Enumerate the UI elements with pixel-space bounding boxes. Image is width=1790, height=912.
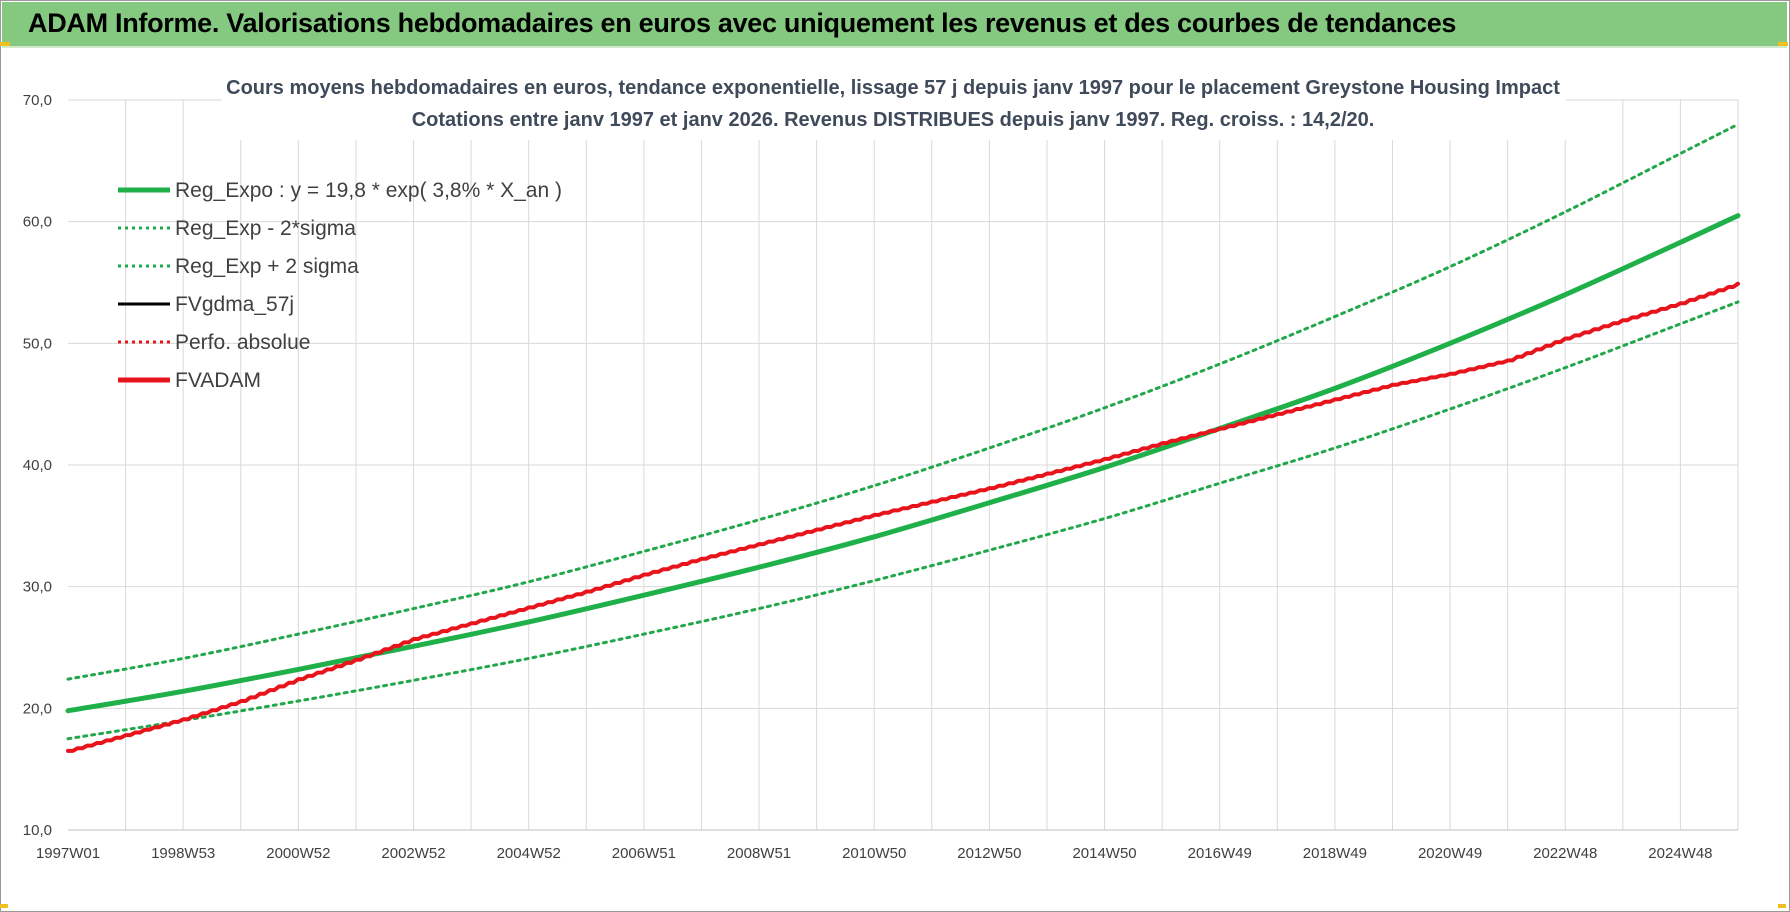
chart-legend: Reg_Expo : y = 19,8 * exp( 3,8% * X_an )… — [118, 179, 562, 392]
x-tick-label: 2004W52 — [497, 845, 561, 862]
chart-title-line-2: Cotations entre janv 1997 et janv 2026. … — [412, 109, 1375, 131]
series-layer — [65, 122, 1741, 753]
x-tick-label: 2000W52 — [266, 845, 330, 862]
y-tick-label: 70,0 — [23, 92, 52, 109]
legend-label: Perfo. absolue — [175, 331, 310, 354]
x-tick-label: 2006W51 — [612, 845, 676, 862]
y-tick-label: 30,0 — [23, 579, 52, 596]
x-tick-label: 2002W52 — [381, 845, 445, 862]
x-tick-label: 2014W50 — [1072, 845, 1136, 862]
series-line-3 — [66, 122, 1740, 681]
x-tick-label: 2008W51 — [727, 845, 791, 862]
report-title: ADAM Informe. Valorisations hebdomadaire… — [28, 8, 1457, 38]
y-tick-label: 20,0 — [23, 700, 52, 717]
series-line-4 — [66, 281, 1740, 753]
corner-marker-bottom-left — [0, 904, 8, 908]
y-tick-label: 50,0 — [23, 335, 52, 352]
y-tick-label: 10,0 — [23, 822, 52, 839]
y-tick-label: 40,0 — [23, 457, 52, 474]
corner-marker-right — [1778, 42, 1788, 46]
series-line-1 — [65, 213, 1741, 714]
x-tick-label: 1998W53 — [151, 845, 215, 862]
x-tick-label: 2018W49 — [1303, 845, 1367, 862]
legend-label: Reg_Exp - 2*sigma — [175, 217, 356, 240]
legend-label: Reg_Exp + 2 sigma — [175, 255, 359, 278]
x-tick-label: 2024W48 — [1648, 845, 1712, 862]
y-tick-label: 60,0 — [23, 214, 52, 231]
corner-marker-left — [0, 42, 10, 46]
x-tick-label: 2010W50 — [842, 845, 906, 862]
axis-layer: 10,0 20,0 30,0 40,0 50,0 60,0 70,0 1997W01 1998W… — [23, 92, 1738, 862]
x-tick-label: 2020W49 — [1418, 845, 1482, 862]
title-background — [222, 70, 1566, 140]
x-tick-label: 2016W49 — [1188, 845, 1252, 862]
series-line-2 — [66, 300, 1740, 741]
x-tick-label: 1997W01 — [36, 845, 100, 862]
x-tick-label: 2022W48 — [1533, 845, 1597, 862]
legend-label: FVgdma_57j — [175, 293, 294, 316]
legend-label: FVADAM — [175, 369, 261, 392]
corner-marker-bottom-right — [1778, 904, 1786, 908]
chart-title-line-1: Cours moyens hebdomadaires en euros, ten… — [226, 77, 1560, 99]
report-banner: ADAM Informe. Valorisations hebdomadaire… — [2, 2, 1787, 48]
x-tick-label: 2012W50 — [957, 845, 1021, 862]
grid-lines — [68, 99, 1739, 831]
legend-label: Reg_Expo : y = 19,8 * exp( 3,8% * X_an ) — [175, 179, 562, 202]
